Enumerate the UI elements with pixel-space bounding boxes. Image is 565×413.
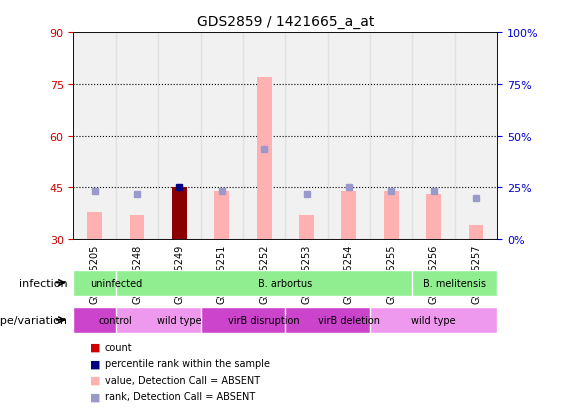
Bar (201, 33, 243, 240)
FancyBboxPatch shape (116, 270, 455, 296)
Text: wild type: wild type (157, 315, 202, 325)
FancyBboxPatch shape (73, 307, 158, 333)
Text: ■: ■ (90, 342, 101, 352)
Bar (243, 33, 285, 240)
FancyBboxPatch shape (116, 307, 243, 333)
FancyBboxPatch shape (412, 270, 497, 296)
Text: ■: ■ (90, 375, 101, 385)
Text: genotype/variation: genotype/variation (0, 315, 68, 325)
Text: ■: ■ (90, 392, 101, 401)
Text: ■: ■ (90, 358, 101, 368)
Text: percentile rank within the sample: percentile rank within the sample (105, 358, 270, 368)
Title: GDS2859 / 1421665_a_at: GDS2859 / 1421665_a_at (197, 15, 374, 29)
Text: virB disruption: virB disruption (228, 315, 300, 325)
Bar (370, 33, 412, 240)
Bar (257, 78, 272, 240)
FancyBboxPatch shape (285, 307, 412, 333)
Bar (341, 191, 357, 240)
Bar (129, 216, 145, 240)
Text: virB deletion: virB deletion (318, 315, 380, 325)
Text: rank, Detection Call = ABSENT: rank, Detection Call = ABSENT (105, 392, 255, 401)
Bar (73, 33, 116, 240)
Bar (455, 33, 497, 240)
Bar (412, 33, 455, 240)
Bar (426, 195, 441, 240)
Bar (116, 33, 158, 240)
Bar (468, 226, 484, 240)
Bar (214, 191, 229, 240)
Text: count: count (105, 342, 132, 352)
Text: uninfected: uninfected (90, 278, 142, 288)
Bar (384, 191, 399, 240)
Text: B. melitensis: B. melitensis (423, 278, 486, 288)
Bar (285, 33, 328, 240)
Text: control: control (99, 315, 133, 325)
Bar (158, 33, 201, 240)
FancyBboxPatch shape (201, 307, 328, 333)
Bar (172, 188, 187, 240)
Text: value, Detection Call = ABSENT: value, Detection Call = ABSENT (105, 375, 260, 385)
Text: infection: infection (19, 278, 68, 288)
FancyBboxPatch shape (370, 307, 497, 333)
Bar (87, 212, 102, 240)
Text: B. arbortus: B. arbortus (258, 278, 312, 288)
Bar (299, 216, 314, 240)
Text: wild type: wild type (411, 315, 456, 325)
FancyBboxPatch shape (73, 270, 158, 296)
Bar (328, 33, 370, 240)
